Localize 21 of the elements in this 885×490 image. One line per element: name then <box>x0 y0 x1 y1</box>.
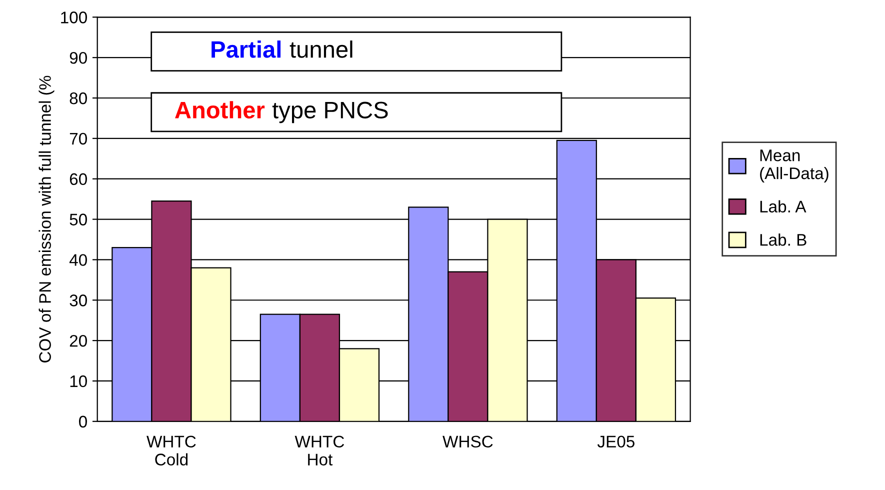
y-axis-title: COV of PN emission with full tunnel (% <box>38 76 54 362</box>
legend-label: Lab. B <box>760 234 806 246</box>
y-tick-label: 80 <box>70 92 87 104</box>
x-tick-label: WHTC Cold <box>146 436 196 466</box>
y-tick-label: 40 <box>69 254 87 266</box>
y-tick-label: 30 <box>70 294 87 306</box>
y-tick-label: 70 <box>70 132 87 145</box>
legend-label: Mean (All-Data) <box>760 150 828 183</box>
y-tick-label: 0 <box>79 416 87 428</box>
y-tick-label: 50 <box>70 214 87 226</box>
y-tick-label: 60 <box>70 173 87 186</box>
y-tick-label: 100 <box>61 12 87 24</box>
annotation: Another type PNCS <box>175 101 388 124</box>
annotation: Partial tunnel <box>212 40 352 58</box>
x-tick-label: JE05 <box>597 436 634 448</box>
y-tick-label: 10 <box>70 375 87 388</box>
legend-label: Lab. A <box>760 200 806 213</box>
y-tick-label: 20 <box>70 334 87 347</box>
y-tick-label: 90 <box>70 52 87 64</box>
x-tick-label: WHSC <box>442 436 493 448</box>
x-tick-label: WHTC Hot <box>294 436 344 466</box>
